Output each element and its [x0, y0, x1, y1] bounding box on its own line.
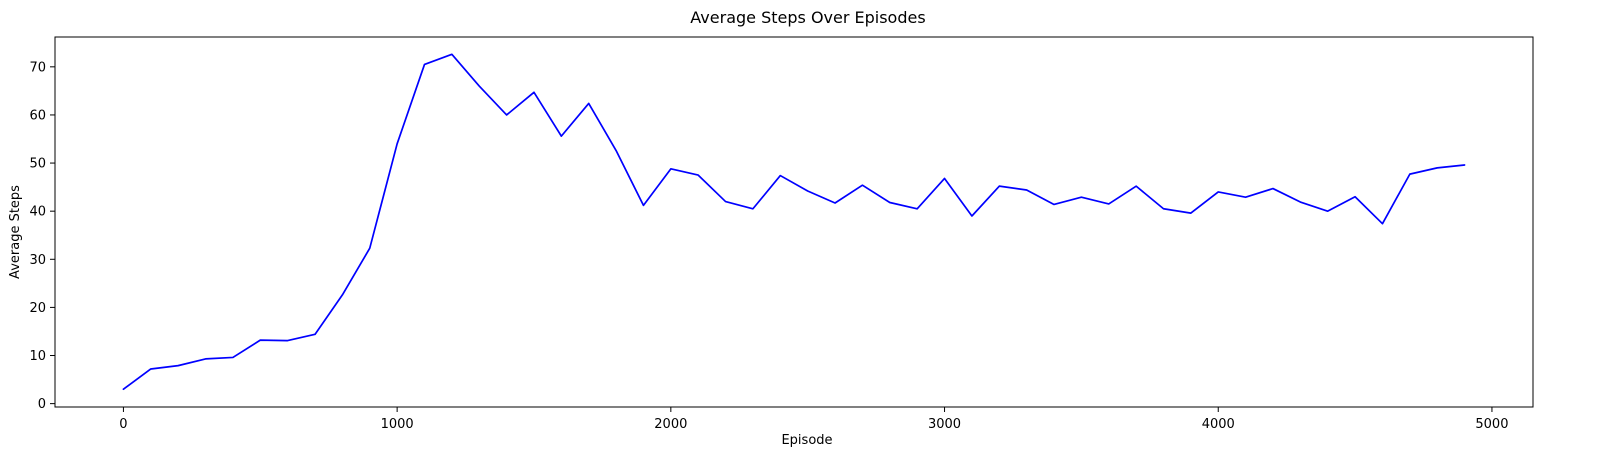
y-tick-label: 30	[29, 253, 46, 268]
y-tick-label: 40	[29, 205, 46, 220]
x-tick-label: 3000	[928, 417, 961, 432]
y-tick-label: 70	[29, 60, 46, 75]
x-axis-label: Episode	[781, 433, 832, 448]
y-tick-label: 0	[38, 397, 46, 412]
x-tick-label: 0	[119, 417, 127, 432]
x-tick-label: 2000	[654, 417, 687, 432]
plot-frame	[54, 36, 1534, 408]
y-axis-label: Average Steps	[8, 185, 23, 279]
y-axis-ticks: 0 10 20 30 40 50 60 70	[29, 60, 55, 412]
average-steps-line	[122, 53, 1466, 391]
chart-title: Average Steps Over Episodes	[690, 8, 925, 27]
y-tick-label: 10	[29, 349, 46, 364]
y-tick-label: 20	[29, 301, 46, 316]
y-tick-label: 50	[29, 157, 46, 172]
y-tick-label: 60	[29, 108, 46, 123]
x-tick-label: 4000	[1202, 417, 1235, 432]
x-tick-label: 5000	[1475, 417, 1508, 432]
x-tick-label: 1000	[381, 417, 414, 432]
x-axis-ticks: 0 1000 2000 3000 4000 5000	[119, 407, 1508, 432]
